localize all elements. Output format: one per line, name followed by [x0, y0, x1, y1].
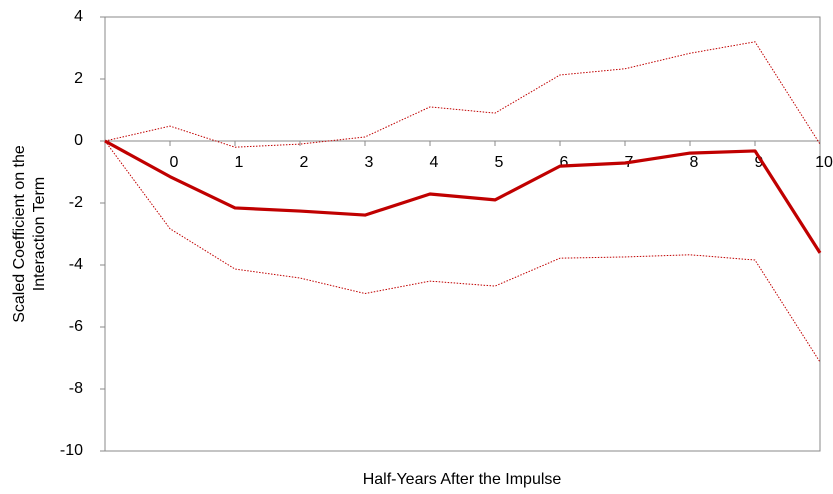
y-tick-label: -6 — [69, 318, 83, 335]
x-tick-label: 3 — [365, 154, 374, 171]
band-line — [104, 41, 821, 148]
x-tick-label: 9 — [755, 154, 764, 171]
y-tick-label: -8 — [69, 380, 83, 397]
main-line — [104, 139, 822, 254]
plot-area — [104, 16, 821, 452]
x-tick-label: 6 — [560, 154, 569, 171]
x-tick-label: 4 — [430, 154, 439, 171]
y-tick-label: 2 — [74, 70, 83, 87]
x-tick-label: 0 — [170, 154, 179, 171]
y-tick-label: -2 — [69, 194, 83, 211]
x-axis-title: Half-Years After the Impulse — [363, 471, 562, 488]
y-tick-label: -10 — [60, 442, 83, 459]
band-line — [104, 140, 821, 363]
x-tick-label: 8 — [690, 154, 699, 171]
y-axis-title: Interaction Term — [31, 177, 48, 291]
y-tick-label: -4 — [69, 256, 83, 273]
y-tick-label: 4 — [74, 8, 83, 25]
y-tick-label: 0 — [74, 132, 83, 149]
x-tick-label: 5 — [495, 154, 504, 171]
x-tick-label: 10 — [815, 154, 833, 171]
y-axis-title: Scaled Coefficient on the — [11, 145, 28, 323]
x-tick-label: 2 — [300, 154, 309, 171]
x-tick-label: 1 — [235, 154, 244, 171]
